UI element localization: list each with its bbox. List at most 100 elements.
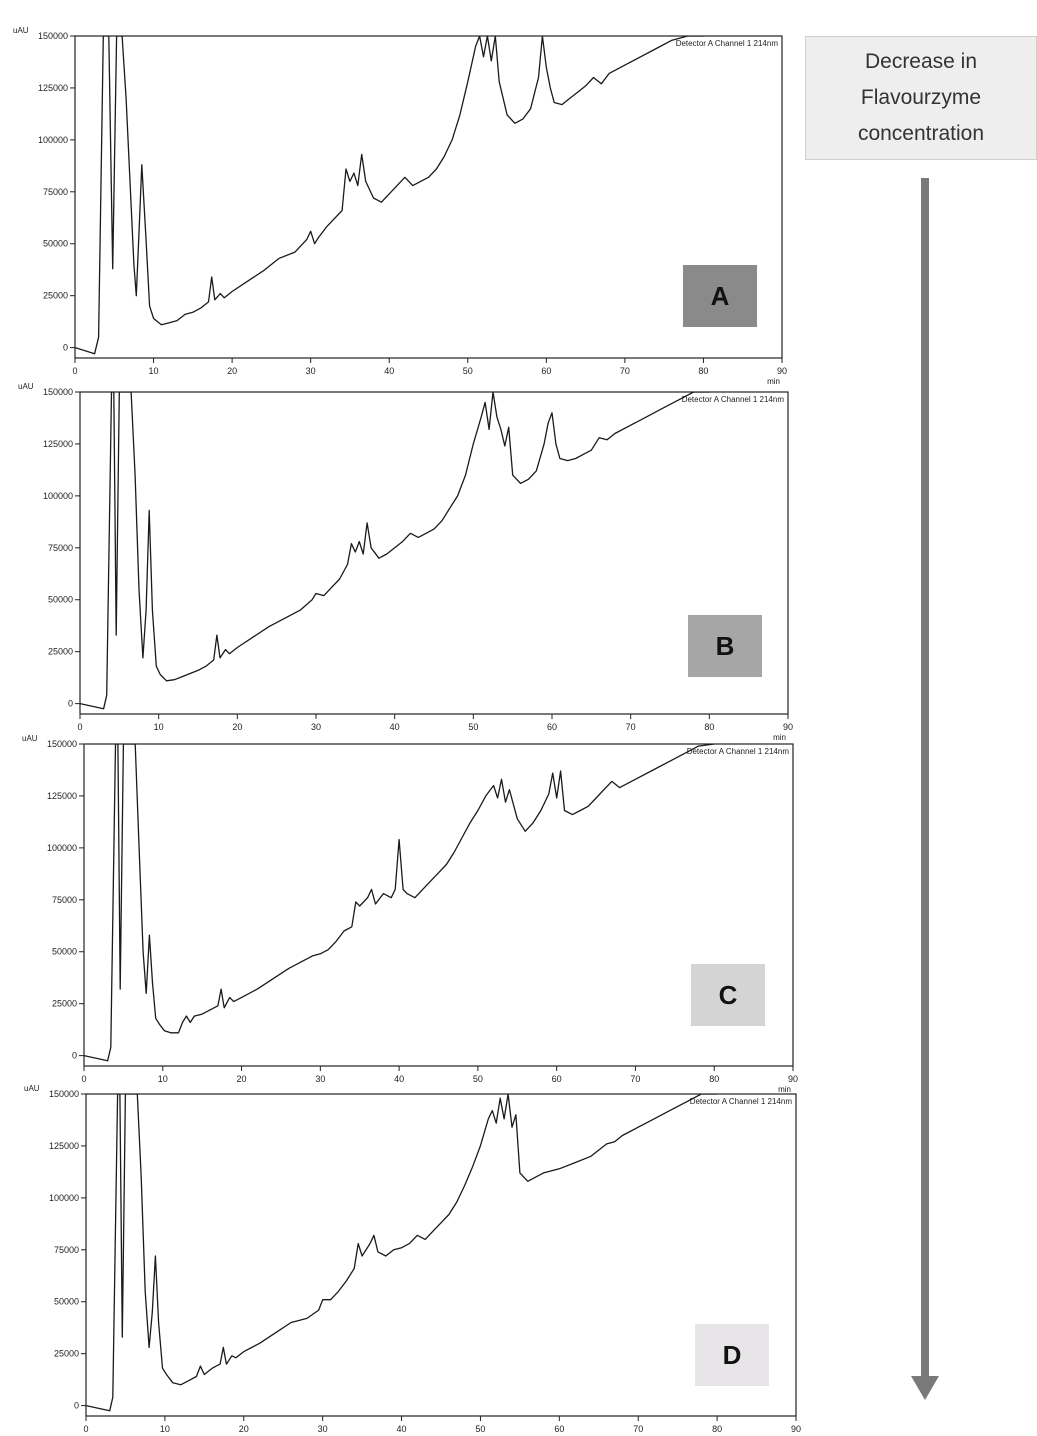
x-tick-label-c-2: 20 [237,1074,247,1084]
y-unit-a: uAU [13,26,29,35]
detector-text-a: Detector A Channel 1 214nm [676,39,779,48]
concentration-note-box: Decrease in Flavourzyme concentration [805,36,1037,160]
y-tick-label-a-2: 50000 [43,239,68,249]
detector-text-b: Detector A Channel 1 214nm [682,395,785,404]
x-tick-label-b-7: 70 [626,722,636,732]
panel-label-c: C [691,964,765,1026]
y-unit-c: uAU [22,734,38,743]
y-tick-label-c-6: 150000 [47,739,77,749]
y-tick-label-b-4: 100000 [43,491,73,501]
y-tick-label-d-4: 100000 [49,1193,79,1203]
y-tick-label-d-5: 125000 [49,1141,79,1151]
y-tick-label-a-4: 100000 [38,135,68,145]
x-tick-label-d-6: 60 [554,1424,564,1434]
x-tick-label-c-8: 80 [709,1074,719,1084]
x-tick-label-c-1: 10 [158,1074,168,1084]
chromatogram-trace-a [75,36,704,355]
chart-svg-d: 0 25000 50000 75000 100000 125000 150000 0 10 20 3… [24,1084,801,1436]
x-tick-label-a-5: 50 [463,366,473,376]
x-tick-label-c-7: 70 [630,1074,640,1084]
x-tick-label-b-2: 20 [232,722,242,732]
x-unit-c: min [778,1085,791,1094]
y-tick-label-d-2: 50000 [54,1297,79,1307]
y-tick-label-c-0: 0 [72,1051,77,1061]
x-tick-label-a-6: 60 [541,366,551,376]
y-tick-label-c-2: 50000 [52,947,77,957]
x-tick-label-c-9: 90 [788,1074,798,1084]
x-unit-a: min [767,377,780,386]
x-tick-label-a-2: 20 [227,366,237,376]
x-tick-label-d-9: 90 [791,1424,801,1434]
note-line-2: Flavourzyme [860,86,982,110]
x-tick-label-c-4: 40 [394,1074,404,1084]
detector-text-c: Detector A Channel 1 214nm [687,747,790,756]
note-line-1: Decrease in [864,50,978,74]
y-tick-label-d-0: 0 [74,1401,79,1411]
chromatogram-panel-d: 0 25000 50000 75000 100000 125000 150000 0 10 20 3… [0,1066,801,1436]
y-tick-label-b-2: 50000 [48,595,73,605]
x-tick-label-a-8: 80 [698,366,708,376]
y-tick-label-b-0: 0 [68,699,73,709]
x-tick-label-d-8: 80 [712,1424,722,1434]
y-tick-label-a-3: 75000 [43,187,68,197]
x-tick-label-d-1: 10 [160,1424,170,1434]
x-tick-label-b-8: 80 [704,722,714,732]
plot-frame-c [83,743,794,1067]
y-tick-label-d-1: 25000 [54,1349,79,1359]
plot-frame-a [74,35,783,359]
x-tick-label-b-0: 0 [77,722,82,732]
x-tick-label-b-1: 10 [154,722,164,732]
y-tick-label-d-6: 150000 [49,1089,79,1099]
x-tick-label-d-3: 30 [318,1424,328,1434]
x-unit-b: min [773,733,786,742]
y-tick-label-a-5: 125000 [38,83,68,93]
detector-text-d: Detector A Channel 1 214nm [690,1097,793,1106]
x-tick-label-a-0: 0 [72,366,77,376]
y-tick-label-b-1: 25000 [48,647,73,657]
x-tick-label-b-4: 40 [390,722,400,732]
y-tick-label-d-3: 75000 [54,1245,79,1255]
chart-svg-b: 0 25000 50000 75000 100000 125000 150000 0 10 20 3… [18,382,793,742]
chromatogram-trace-c [84,744,715,1062]
x-tick-label-d-5: 50 [475,1424,485,1434]
y-tick-label-c-4: 100000 [47,843,77,853]
note-line-3: concentration [857,121,985,145]
chromatogram-panel-b: 0 25000 50000 75000 100000 125000 150000 0 10 20 3… [0,368,800,742]
panel-label-a: A [683,265,757,327]
x-tick-label-b-6: 60 [547,722,557,732]
x-tick-label-b-5: 50 [468,722,478,732]
x-tick-label-c-0: 0 [81,1074,86,1084]
y-tick-label-c-3: 75000 [52,895,77,905]
down-arrow-icon [911,178,939,1400]
chart-svg-a: 0 25000 50000 75000 100000 125000 150000 0 10 20 3… [13,26,787,386]
x-tick-label-a-4: 40 [384,366,394,376]
y-tick-label-a-1: 25000 [43,291,68,301]
x-tick-label-c-6: 60 [552,1074,562,1084]
x-tick-label-a-1: 10 [149,366,159,376]
x-tick-label-a-3: 30 [306,366,316,376]
y-tick-label-c-1: 25000 [52,999,77,1009]
plot-frame-b [79,391,789,715]
x-tick-label-c-3: 30 [315,1074,325,1084]
x-tick-label-b-9: 90 [783,722,793,732]
panel-label-b: B [688,615,762,677]
y-tick-label-a-0: 0 [63,343,68,353]
y-tick-label-b-5: 125000 [43,439,73,449]
y-unit-d: uAU [24,1084,40,1093]
x-tick-label-c-5: 50 [473,1074,483,1084]
chromatogram-trace-d [86,1094,718,1412]
chromatogram-panel-a: 0 25000 50000 75000 100000 125000 150000 0 10 20 3… [0,0,800,386]
plot-frame-d [85,1093,797,1417]
y-unit-b: uAU [18,382,34,391]
y-tick-label-b-6: 150000 [43,387,73,397]
chromatogram-panel-c: 0 25000 50000 75000 100000 125000 150000 0 10 20 3… [0,716,800,1094]
x-tick-label-d-2: 20 [239,1424,249,1434]
chromatogram-trace-b [80,392,710,710]
chart-svg-c: 0 25000 50000 75000 100000 125000 150000 0 10 20 3… [22,734,798,1094]
x-tick-label-a-7: 70 [620,366,630,376]
y-tick-label-b-3: 75000 [48,543,73,553]
y-tick-label-c-5: 125000 [47,791,77,801]
x-tick-label-d-0: 0 [83,1424,88,1434]
x-tick-label-d-7: 70 [633,1424,643,1434]
panel-label-d: D [695,1324,769,1386]
